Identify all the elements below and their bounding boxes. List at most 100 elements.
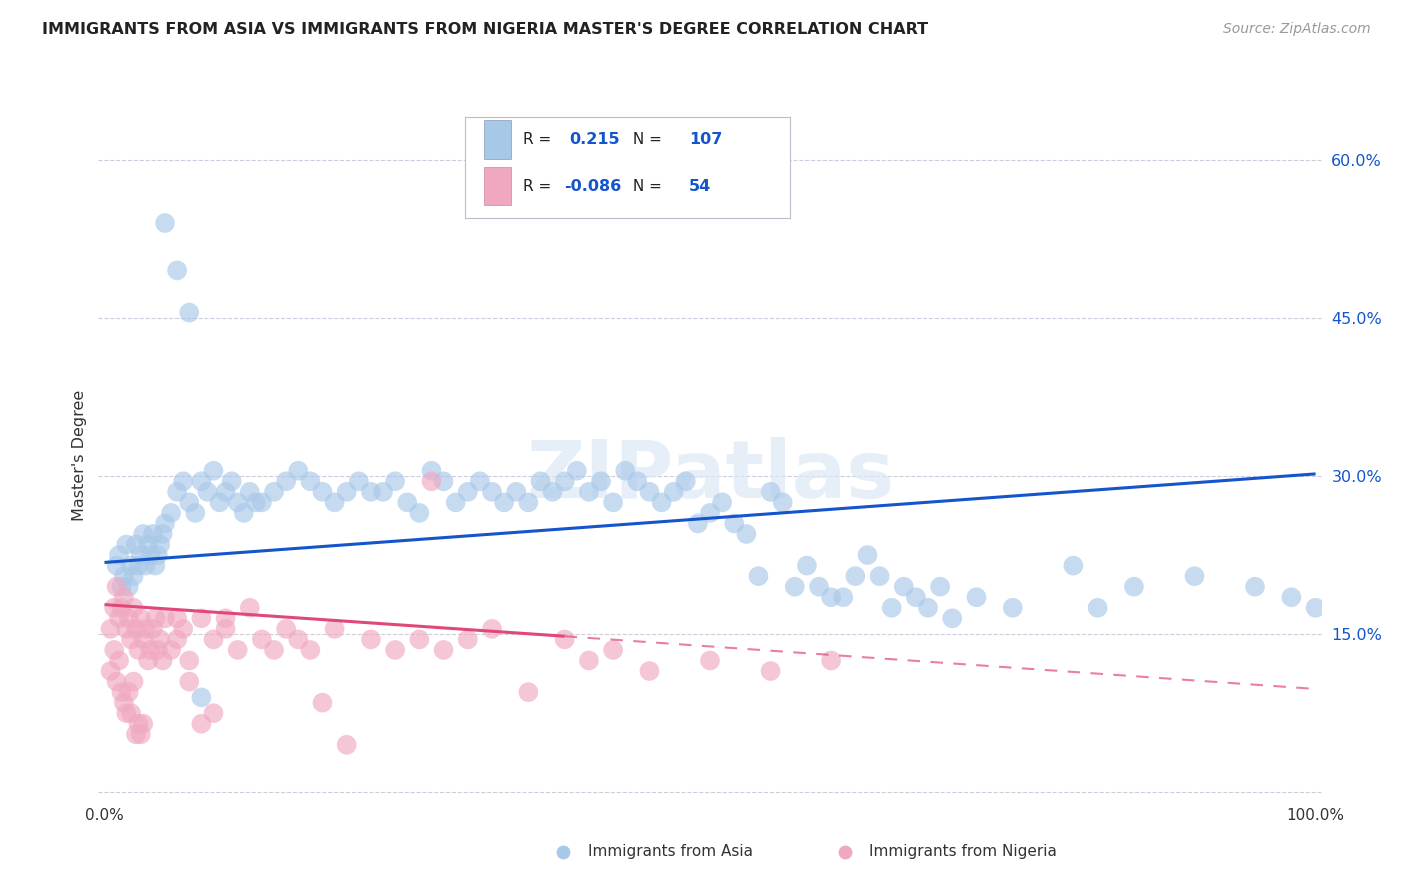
Point [110,600,132,615]
Text: 100.0%: 100.0% [1286,808,1344,823]
Text: -0.086: -0.086 [564,179,621,194]
Point [336,484,359,499]
Point [112,696,135,710]
Point [517,685,540,699]
Point [917,600,939,615]
Point [179,653,201,667]
Point [856,548,879,562]
Point [149,632,172,647]
Point [675,475,697,489]
Point [287,632,309,647]
Point [287,464,309,478]
Point [108,611,131,625]
Point [880,600,903,615]
Point [638,664,661,678]
Point [245,495,267,509]
Point [190,611,212,625]
Point [893,580,915,594]
Point [554,475,576,489]
Text: 107: 107 [689,132,723,147]
Text: N =: N = [628,179,666,194]
Point [565,464,588,478]
Point [844,569,866,583]
Point [108,653,131,667]
Point [311,484,333,499]
Point [221,475,243,489]
Point [759,664,782,678]
Point [120,706,142,721]
Point [172,475,194,489]
Point [360,632,382,647]
Point [311,696,333,710]
Point [832,591,855,605]
Point [723,516,745,531]
Point [122,600,145,615]
Point [408,632,430,647]
Point [160,506,183,520]
Point [384,475,406,489]
Point [432,643,454,657]
Point [347,475,370,489]
Point [108,548,131,562]
Point [153,611,176,625]
Point [263,484,285,499]
Point [759,484,782,499]
Point [651,495,673,509]
Point [336,738,359,752]
Point [112,591,135,605]
Point [214,622,236,636]
Point [160,643,183,657]
Point [276,622,298,636]
Point [602,643,624,657]
Point [172,622,194,636]
Point [152,527,174,541]
Point [589,475,612,489]
FancyBboxPatch shape [484,167,510,205]
Point [772,495,794,509]
Point [214,611,236,625]
Point [135,558,157,573]
Point [941,611,963,625]
Point [166,484,188,499]
Point [360,484,382,499]
Point [166,632,188,647]
Text: IMMIGRANTS FROM ASIA VS IMMIGRANTS FROM NIGERIA MASTER'S DEGREE CORRELATION CHAR: IMMIGRANTS FROM ASIA VS IMMIGRANTS FROM … [42,22,928,37]
Point [127,558,149,573]
Point [783,580,806,594]
Point [136,653,159,667]
Point [136,537,159,551]
Point [100,622,122,636]
Point [115,537,138,551]
Point [1279,591,1302,605]
Point [323,495,346,509]
Point [152,653,174,667]
Point [832,859,855,873]
Point [494,495,516,509]
Point [105,674,128,689]
Point [146,548,169,562]
Point [202,632,225,647]
Point [796,558,818,573]
Point [239,600,262,615]
Point [444,495,467,509]
Point [135,622,157,636]
Point [103,643,125,657]
Point [166,611,188,625]
Point [384,643,406,657]
Point [699,506,721,520]
Point [457,632,479,647]
Point [662,484,685,499]
Point [1087,600,1109,615]
Point [100,664,122,678]
Point [142,622,165,636]
Point [146,643,169,657]
Text: 54: 54 [689,179,711,194]
Point [129,727,152,741]
Point [614,464,637,478]
Point [578,484,600,499]
Point [139,643,162,657]
Point [735,527,758,541]
Point [929,580,952,594]
Point [153,216,176,230]
Point [299,643,322,657]
